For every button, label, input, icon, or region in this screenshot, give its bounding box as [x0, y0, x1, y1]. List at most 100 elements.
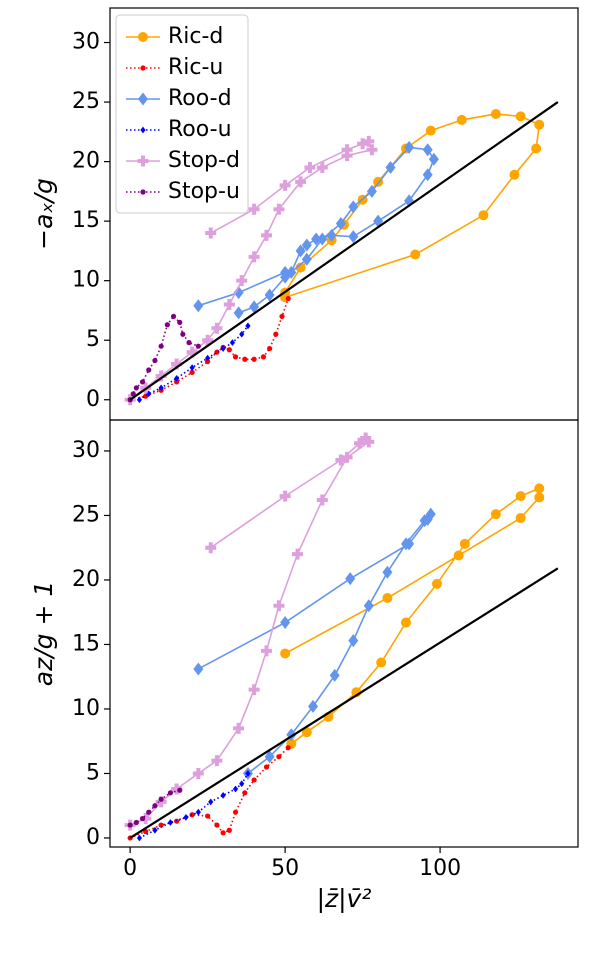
- marker: [301, 727, 312, 738]
- marker: [428, 152, 439, 166]
- y-tick-label: 25: [72, 89, 100, 114]
- marker: [366, 144, 378, 156]
- marker: [158, 796, 164, 802]
- marker: [422, 143, 433, 157]
- marker: [202, 334, 214, 346]
- marker: [171, 358, 183, 370]
- marker: [232, 809, 239, 815]
- frame: [109, 419, 579, 848]
- y-tick-label: 30: [72, 438, 100, 463]
- marker: [189, 812, 195, 818]
- y-tick-label: 5: [86, 327, 100, 352]
- y-tick-label: 0: [86, 825, 100, 850]
- marker: [226, 347, 232, 353]
- marker: [220, 792, 226, 799]
- marker: [158, 384, 164, 392]
- marker: [205, 359, 211, 365]
- marker: [245, 770, 251, 777]
- marker: [233, 306, 244, 320]
- marker: [363, 135, 375, 147]
- marker: [223, 298, 235, 310]
- marker: [316, 494, 328, 506]
- marker: [140, 189, 146, 195]
- marker: [170, 313, 177, 320]
- marker: [140, 126, 146, 134]
- marker: [220, 830, 226, 836]
- marker: [251, 777, 257, 783]
- marker: [453, 550, 464, 561]
- marker: [139, 379, 146, 385]
- marker: [233, 722, 245, 734]
- y-tick-label: 20: [72, 149, 100, 174]
- marker: [133, 819, 139, 826]
- marker: [456, 114, 467, 125]
- marker: [249, 300, 260, 314]
- legend-label: Roo-d: [168, 86, 232, 111]
- marker: [273, 331, 279, 337]
- marker: [264, 288, 275, 302]
- x-axis-label: |z̄|v̄²: [317, 884, 372, 913]
- marker: [459, 538, 470, 549]
- marker: [335, 454, 347, 466]
- marker: [205, 354, 211, 362]
- marker: [308, 699, 319, 713]
- marker: [490, 108, 501, 119]
- plot-area: [124, 432, 559, 842]
- marker: [136, 834, 143, 842]
- marker: [164, 322, 170, 328]
- marker: [211, 322, 223, 334]
- marker: [232, 354, 239, 360]
- marker: [267, 345, 273, 352]
- marker: [363, 436, 375, 448]
- y-tick-label: 30: [72, 30, 100, 55]
- marker: [180, 331, 186, 337]
- marker: [211, 755, 223, 767]
- marker: [177, 319, 183, 325]
- marker: [130, 391, 136, 397]
- legend-label: Stop-d: [168, 148, 240, 173]
- x-tick-label: 0: [123, 856, 137, 881]
- series-line: [129, 101, 559, 401]
- marker: [193, 299, 204, 313]
- marker: [138, 92, 148, 106]
- marker: [136, 396, 143, 404]
- marker: [205, 227, 217, 239]
- marker: [205, 542, 217, 554]
- marker: [133, 385, 139, 391]
- panel: 0 5 10 15 20 25 30 −aₓ/g Ric-d Ric-u Roo-d Roo-u Sto…: [29, 7, 579, 421]
- marker: [229, 339, 236, 346]
- marker: [280, 648, 291, 659]
- marker: [263, 764, 270, 770]
- marker: [311, 232, 322, 246]
- marker: [425, 125, 436, 136]
- marker: [195, 343, 201, 349]
- x-tick-label: 50: [271, 856, 299, 881]
- series-line: [197, 513, 432, 775]
- marker: [158, 822, 164, 828]
- legend-label: Stop-u: [168, 179, 240, 204]
- marker: [205, 813, 211, 819]
- marker: [400, 537, 411, 551]
- marker: [152, 826, 158, 834]
- marker: [186, 340, 192, 346]
- marker: [152, 803, 158, 809]
- marker: [385, 161, 396, 175]
- marker: [490, 509, 501, 520]
- marker: [186, 346, 198, 358]
- marker: [177, 787, 183, 793]
- series-line: [129, 567, 559, 839]
- marker: [280, 270, 291, 284]
- legend-box: [115, 14, 249, 214]
- marker: [410, 249, 421, 260]
- marker: [248, 684, 260, 696]
- legend-label: Ric-d: [168, 24, 223, 49]
- marker: [146, 809, 152, 815]
- marker: [279, 313, 285, 320]
- marker: [478, 210, 489, 221]
- marker: [127, 822, 133, 828]
- marker: [139, 816, 146, 822]
- marker: [236, 275, 248, 287]
- marker: [419, 514, 430, 528]
- marker: [171, 783, 183, 795]
